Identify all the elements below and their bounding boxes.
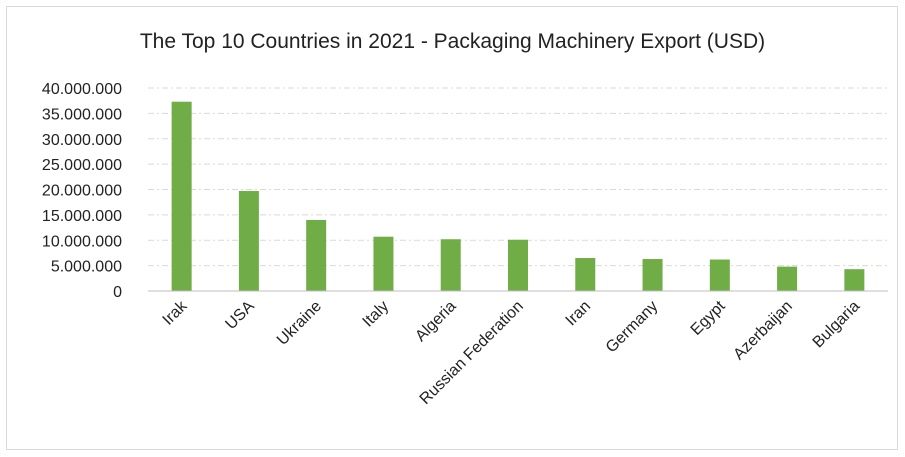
x-tick-label: Ukraine [274, 298, 325, 349]
bar [508, 239, 528, 291]
y-tick-label: 0 [113, 284, 122, 301]
bar [373, 236, 394, 291]
y-tick-label: 5.000.000 [51, 259, 122, 276]
x-tick-label: Italy [360, 298, 393, 331]
bars [171, 101, 865, 291]
bar [306, 219, 327, 291]
bar [844, 269, 865, 291]
bar [440, 239, 461, 291]
bar [238, 191, 259, 291]
y-tick-label: 40.000.000 [42, 81, 122, 98]
gridlines [148, 87, 888, 267]
x-tick-label: Germany [603, 298, 662, 357]
x-tick-label: Egypt [688, 297, 729, 338]
x-tick-label: Algeria [412, 298, 459, 345]
bar [642, 259, 663, 291]
bar [575, 258, 596, 291]
bar [171, 101, 192, 291]
x-tick-label: Azerbaijan [730, 298, 795, 363]
bar [709, 259, 730, 291]
y-tick-label: 25.000.000 [42, 157, 122, 174]
x-tick-label: USA [222, 298, 258, 334]
bar [777, 266, 798, 291]
x-tick-label: Iran [563, 298, 595, 330]
y-tick-label: 10.000.000 [42, 233, 122, 250]
y-tick-label: 15.000.000 [42, 208, 122, 225]
chart-title: The Top 10 Countries in 2021 - Packaging… [139, 30, 766, 53]
y-axis-ticks: 0 5.000.000 10.000.000 15.000.000 20.000.000… [42, 81, 122, 301]
y-tick-label: 20.000.000 [42, 183, 122, 200]
y-tick-label: 30.000.000 [42, 132, 122, 149]
chart-frame [6, 6, 898, 450]
x-tick-label: Bulgaria [810, 298, 864, 352]
x-tick-label: Irak [160, 297, 192, 329]
y-tick-label: 35.000.000 [42, 106, 122, 123]
